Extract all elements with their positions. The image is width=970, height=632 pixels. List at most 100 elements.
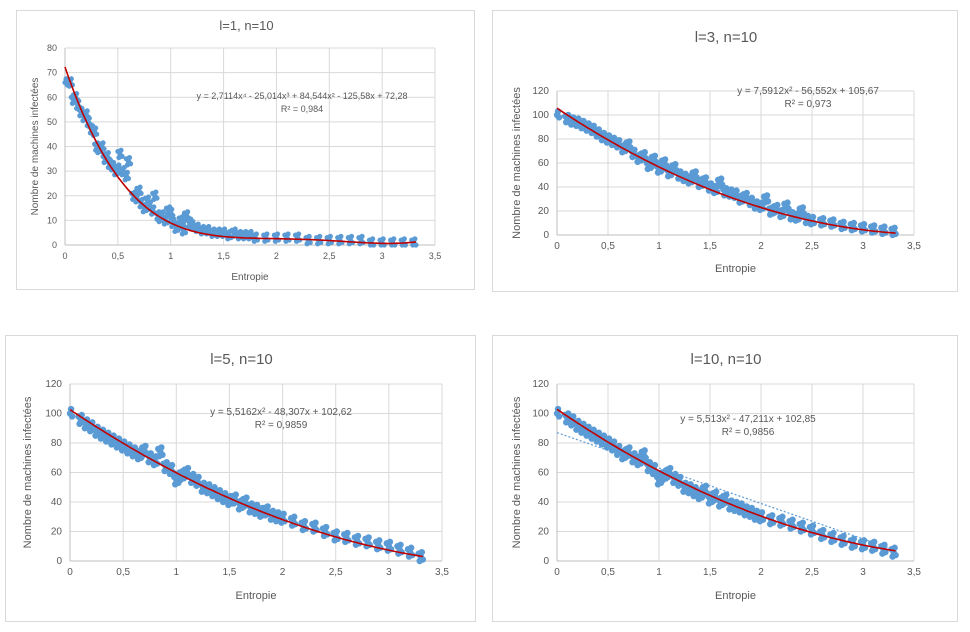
data-point: [118, 147, 124, 153]
data-point: [661, 156, 669, 163]
data-point: [93, 125, 99, 131]
y-tick-label: 70: [47, 68, 57, 78]
data-point: [871, 222, 878, 229]
trend-r2: R² = 0,973: [785, 99, 832, 110]
data-point: [680, 488, 687, 495]
x-axis-label: Entropie: [715, 263, 756, 275]
data-point: [799, 519, 807, 526]
y-axis-label: Nombre de machines infectées: [30, 78, 41, 216]
data-point: [748, 194, 756, 201]
data-point: [177, 476, 184, 484]
data-point: [179, 231, 185, 237]
data-point: [376, 537, 383, 544]
data-point: [718, 175, 725, 182]
y-tick-label: 80: [47, 43, 57, 53]
data-point: [562, 419, 570, 426]
data-point: [840, 532, 847, 540]
data-point: [156, 453, 163, 460]
data-point: [751, 205, 759, 212]
data-point: [158, 444, 165, 451]
data-point: [763, 192, 771, 199]
trend-r2: R² = 0,9859: [255, 420, 308, 431]
data-point: [331, 537, 338, 544]
chart-svg-2: l=3, n=10 0 20 40 60 80 100 120 0 0,5 1 1,5 2 2,5 3 3,5…: [511, 29, 921, 275]
data-point: [766, 520, 774, 528]
y-tick-label: 0: [543, 556, 549, 567]
data-point: [774, 201, 781, 209]
data-point: [838, 541, 845, 548]
data-point: [410, 242, 416, 248]
data-point: [246, 509, 253, 516]
data-point: [257, 513, 264, 520]
data-point: [124, 169, 130, 175]
y-tick-label: 100: [45, 409, 62, 420]
data-point: [203, 489, 211, 497]
data-point: [789, 516, 796, 523]
trend-equation: y = 5,5162x² - 48,307x + 102,62: [210, 407, 352, 418]
y-tick-label: 100: [532, 409, 549, 420]
data-point: [731, 507, 738, 515]
data-point: [820, 215, 827, 222]
x-tick-label: 3,5: [907, 241, 921, 252]
chart-title: l=3, n=10: [695, 29, 758, 46]
y-tick-label: 80: [538, 134, 550, 145]
x-tick-label: 3: [860, 567, 866, 578]
data-point: [209, 492, 216, 500]
data-point: [336, 241, 342, 247]
data-point: [113, 444, 120, 451]
data-point: [779, 513, 786, 520]
x-tick-label: 2: [758, 567, 764, 578]
data-point: [386, 538, 394, 546]
data-point: [169, 206, 175, 212]
data-point: [232, 491, 240, 498]
x-tick-label: 1,5: [703, 241, 717, 252]
data-point: [809, 213, 817, 221]
data-point: [787, 216, 794, 223]
data-point: [820, 526, 827, 534]
data-point: [784, 199, 791, 206]
data-point: [685, 489, 692, 497]
data-point: [253, 231, 259, 237]
data-point: [251, 238, 257, 244]
x-tick-label: 0,5: [112, 251, 125, 261]
data-point: [891, 224, 898, 231]
data-point: [365, 534, 372, 541]
trend-r2: R² = 0,9856: [722, 427, 775, 438]
chart-title: l=10, n=10: [691, 351, 762, 368]
data-point: [397, 541, 404, 548]
data-point: [153, 189, 159, 195]
trend-equation: y = 5,513x² - 47,211x + 102,85: [680, 414, 816, 425]
y-tick-label: 40: [538, 182, 550, 193]
data-point: [644, 165, 651, 173]
chart-panel-1: l=1, n=10 0 10 20 30 40 50 60 70 80 0 0,5 1 1,5 2 2,5 3 3…: [16, 10, 475, 290]
data-point: [262, 238, 268, 244]
polynomial-trendline: [556, 408, 896, 552]
data-point: [108, 441, 115, 448]
data-point: [555, 114, 563, 121]
y-tick-label: 60: [47, 92, 57, 102]
data-point: [100, 140, 106, 146]
x-tick-label: 0: [62, 251, 67, 261]
data-point: [610, 438, 618, 445]
data-point: [407, 544, 415, 551]
data-point: [695, 495, 702, 503]
y-tick-label: 10: [47, 215, 57, 225]
data-point: [416, 557, 423, 565]
data-point: [850, 535, 858, 543]
data-point: [380, 236, 386, 242]
data-point: [593, 438, 600, 445]
data-point: [670, 479, 677, 487]
data-point: [412, 236, 418, 242]
x-tick-label: 2,5: [805, 567, 819, 578]
data-point: [280, 510, 287, 517]
y-tick-label: 120: [532, 86, 549, 97]
data-point: [634, 158, 641, 165]
data-point: [766, 211, 774, 218]
chart-panel-4: l=10, n=10 0 20 40 60 80 100 120 0 0,5 1 1,5 2 2,5 3 3,…: [492, 335, 958, 622]
data-point: [868, 547, 876, 554]
x-tick-label: 1: [656, 241, 662, 252]
data-point: [92, 432, 99, 439]
data-point: [391, 236, 397, 242]
data-point: [272, 238, 278, 244]
data-point: [626, 444, 633, 451]
